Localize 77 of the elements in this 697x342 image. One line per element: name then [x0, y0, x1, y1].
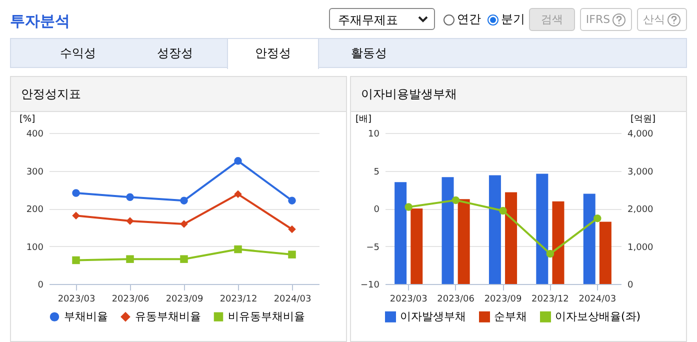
point [234, 157, 242, 165]
point [72, 212, 80, 220]
y-tick-label: −10 [360, 280, 380, 290]
x-tick-label: 2023/06 [437, 294, 475, 304]
bar [458, 199, 470, 284]
bar [410, 208, 423, 284]
legend-label: 순부채 [494, 310, 527, 323]
y-tick-label: 5 [374, 167, 380, 178]
y2-tick-label: 3,000 [628, 167, 654, 178]
legend-label: 비유동부채비율 [228, 310, 305, 323]
y2-tick-label: 4,000 [628, 130, 654, 140]
point [234, 190, 242, 198]
text: 안정성 [227, 38, 319, 69]
y-axis-title: [%] [20, 114, 36, 124]
chart-title: 안정성지표 [11, 77, 346, 112]
legend-label: 유동부채비율 [135, 310, 201, 323]
bar [488, 175, 501, 284]
bar [505, 192, 518, 284]
point [288, 225, 296, 234]
legend-label: 이자보상배율(좌) [555, 310, 641, 323]
point [594, 214, 602, 222]
text: 주재무제표 [329, 8, 435, 30]
y2-tick-label: 0 [628, 280, 634, 290]
y-tick-label: −5 [366, 242, 380, 253]
x-tick-label: 2023/03 [390, 294, 428, 304]
text: 투자분석 [10, 12, 70, 31]
text: 성장성 [156, 45, 194, 62]
text: 수익성 [59, 45, 97, 62]
point [404, 203, 412, 211]
x-tick-label: 2023/03 [58, 294, 96, 304]
x-tick-label: 2023/09 [166, 294, 204, 304]
y-tick-label: 400 [26, 130, 44, 140]
bar [394, 182, 407, 284]
legend-label: 이자발생부채 [400, 310, 466, 323]
y2-tick-label: 2,000 [628, 205, 654, 215]
point [126, 193, 134, 202]
text: 연간 [456, 11, 481, 28]
text: 산식 [637, 8, 687, 31]
point [126, 255, 134, 263]
point [452, 196, 460, 204]
point [180, 255, 188, 263]
y-tick-label: 0 [38, 280, 44, 290]
text: 활동성 [350, 45, 388, 62]
y-tick-label: 100 [26, 242, 44, 253]
bar [536, 174, 548, 284]
point [72, 256, 80, 264]
y-tick-label: 10 [368, 130, 380, 140]
y-tick-label: 200 [26, 205, 44, 215]
bar [599, 222, 612, 284]
point [180, 220, 188, 228]
chart-title: 이자비용발생부채 [351, 77, 686, 112]
x-tick-label: 2023/12 [532, 294, 569, 304]
text: 분기 [500, 11, 525, 28]
bar [583, 194, 596, 284]
point [72, 189, 80, 197]
x-tick-label: 2024/03 [274, 294, 312, 304]
point [499, 206, 507, 215]
y-tick-label: 300 [26, 167, 44, 178]
y2-axis-title: [억원] [630, 114, 656, 124]
y-tick-label: 0 [374, 205, 380, 215]
point [288, 196, 296, 204]
y-axis-title: [배] [356, 114, 372, 124]
point [180, 196, 188, 204]
text: 검색 [529, 8, 575, 31]
bar [552, 201, 564, 284]
point [126, 217, 134, 225]
bar [442, 177, 454, 284]
x-tick-label: 2024/03 [578, 294, 616, 304]
text: IFRS [580, 8, 632, 31]
point [546, 250, 554, 258]
legend-label: 부채비율 [64, 310, 108, 323]
x-tick-label: 2023/06 [112, 294, 150, 304]
point [288, 250, 296, 258]
y2-tick-label: 1,000 [628, 242, 654, 253]
x-tick-label: 2023/09 [484, 294, 522, 304]
point [234, 245, 242, 254]
x-tick-label: 2023/12 [220, 294, 258, 304]
